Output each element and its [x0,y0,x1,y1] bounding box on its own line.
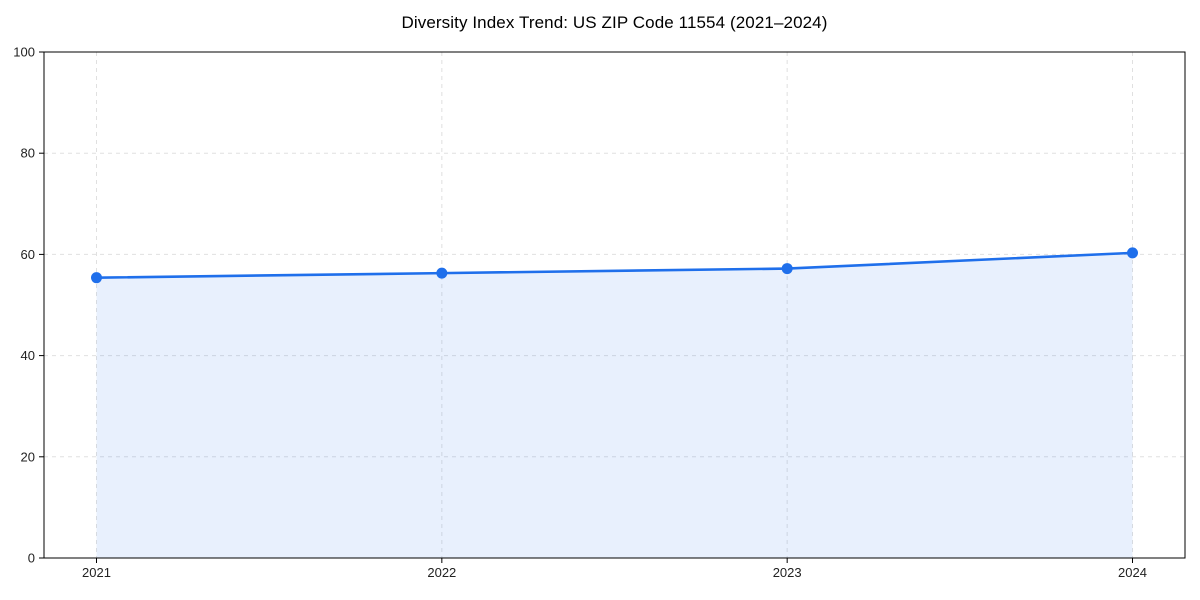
x-tick-label: 2021 [82,565,111,580]
data-point [1127,247,1138,259]
y-tick-label: 100 [13,45,35,60]
y-tick-label: 20 [21,449,35,464]
data-point [91,272,102,284]
plot-border [43,51,1186,559]
x-tick-label: 2024 [1118,565,1147,580]
data-point [781,263,793,275]
area-fill [96,252,1133,558]
x-tick-label: 2023 [773,565,802,580]
y-tick-label: 60 [21,247,35,262]
y-tick-label: 40 [21,348,35,363]
y-tick-label: 0 [28,551,35,566]
x-tick-label: 2022 [427,565,456,580]
trend-line [95,251,1134,279]
chart-title: Diversity Index Trend: US ZIP Code 11554… [401,13,828,32]
y-tick-label: 80 [21,146,35,161]
data-point [436,267,448,279]
